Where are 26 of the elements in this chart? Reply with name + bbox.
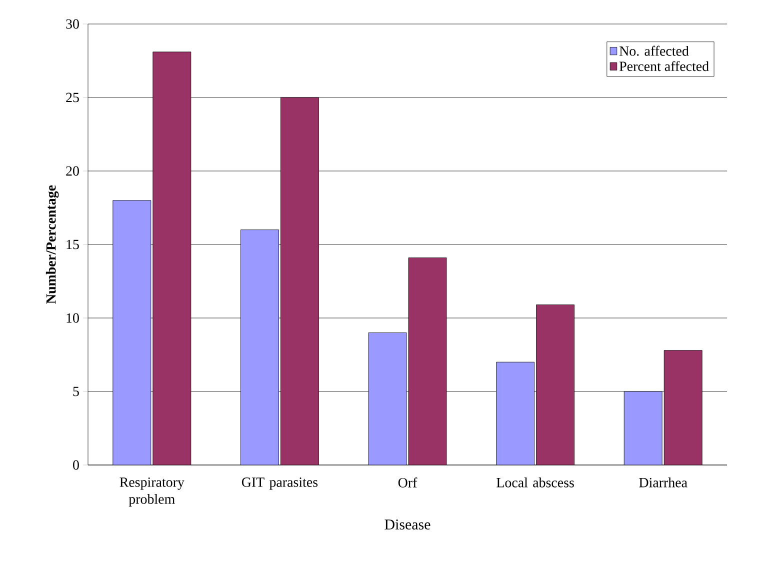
x-tick-label: GIT parasites: [242, 478, 318, 490]
bar: [368, 332, 407, 465]
x-axis-title: Disease: [384, 520, 430, 530]
bar: [152, 52, 192, 465]
bar: [496, 362, 535, 465]
legend-label: Percent affected: [619, 61, 709, 72]
y-tick-label: 5: [73, 386, 79, 396]
bar: [624, 391, 662, 465]
x-tick-label: Local abscess: [496, 478, 574, 488]
x-tick-label: Orf: [398, 478, 418, 488]
y-tick-label: 25: [66, 92, 79, 102]
bar: [536, 304, 574, 465]
y-tick-label: 15: [66, 240, 79, 250]
legend-label: No. affected: [619, 46, 689, 56]
y-axis-title: Number/Percentage: [46, 185, 59, 304]
y-tick-label: 30: [66, 19, 79, 29]
bar: [112, 200, 152, 465]
bar: [280, 97, 319, 465]
x-tick-label: Respiratory problem: [120, 478, 184, 507]
y-tick-label: 20: [66, 166, 79, 176]
y-tick-label: 10: [66, 313, 79, 323]
x-tick-label: Diarrhea: [639, 478, 688, 488]
y-tick-label: 0: [73, 460, 79, 470]
bar: [664, 350, 702, 465]
bar: [408, 258, 447, 465]
bar: [240, 230, 279, 465]
